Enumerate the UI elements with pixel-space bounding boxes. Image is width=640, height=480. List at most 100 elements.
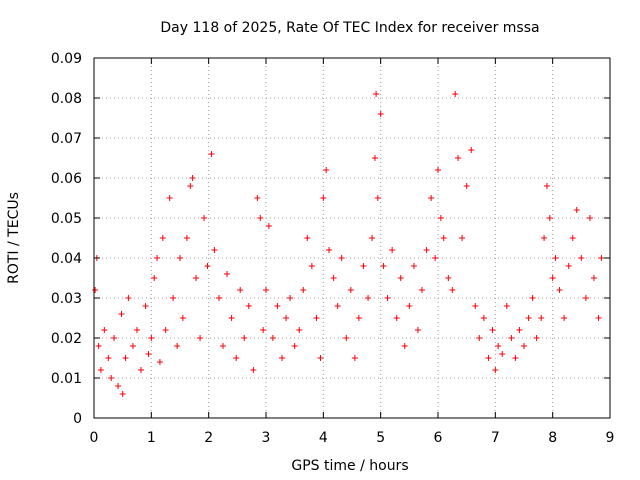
data-point: [569, 235, 576, 241]
data-point: [552, 255, 559, 261]
data-point: [134, 327, 140, 333]
data-point: [418, 287, 425, 293]
data-point: [241, 335, 248, 341]
y-tick-label: 0.02: [51, 331, 82, 347]
data-point: [561, 315, 568, 321]
data-point: [334, 303, 341, 309]
data-point: [476, 335, 483, 341]
data-point: [313, 315, 320, 321]
data-point: [384, 295, 391, 301]
data-point: [406, 303, 413, 309]
data-point: [459, 235, 466, 241]
data-point: [440, 235, 447, 241]
data-point: [283, 315, 290, 321]
data-point: [265, 223, 272, 229]
x-tick-label: 7: [491, 430, 500, 446]
data-point: [330, 275, 337, 281]
data-point: [586, 215, 593, 221]
data-point: [142, 303, 149, 309]
data-point: [432, 255, 439, 261]
y-tick-label: 0.03: [51, 291, 82, 307]
y-tick-label: 0.06: [51, 171, 82, 187]
data-point: [343, 335, 350, 341]
data-point: [489, 327, 496, 333]
data-point: [516, 327, 523, 333]
data-point: [108, 375, 115, 381]
data-point: [269, 335, 276, 341]
data-point: [598, 255, 605, 261]
data-point: [170, 295, 177, 301]
data-point: [397, 275, 404, 281]
data-point: [138, 367, 145, 373]
data-point: [590, 275, 597, 281]
data-point: [323, 167, 330, 173]
data-point: [525, 315, 532, 321]
data-point: [499, 351, 506, 357]
data-point: [118, 311, 125, 317]
x-tick-label: 9: [606, 430, 615, 446]
data-point: [355, 315, 362, 321]
data-point: [105, 355, 112, 361]
data-point: [245, 303, 252, 309]
data-point: [373, 91, 380, 97]
data-point: [296, 327, 303, 333]
data-point: [414, 327, 421, 333]
data-point: [308, 263, 315, 269]
data-point: [154, 255, 161, 261]
data-point: [183, 235, 190, 241]
data-point: [254, 195, 261, 201]
data-point: [521, 343, 527, 349]
data-point: [371, 155, 378, 161]
data-point: [556, 287, 563, 293]
data-point: [582, 295, 589, 301]
data-point: [304, 235, 311, 241]
data-point: [320, 195, 327, 201]
data-point: [445, 275, 452, 281]
data-point: [369, 235, 376, 241]
data-point: [224, 271, 231, 277]
y-tick-label: 0.08: [51, 91, 82, 107]
data-point: [228, 315, 235, 321]
data-point: [437, 215, 444, 221]
data-point: [162, 327, 169, 333]
data-point: [377, 111, 384, 117]
x-axis-ticks: 0 1 2 3 4 5 6 7 8 9: [90, 58, 615, 446]
data-point: [174, 343, 181, 349]
data-point: [360, 263, 367, 269]
data-point: [211, 247, 218, 253]
data-point: [485, 355, 492, 361]
data-point: [508, 335, 515, 341]
data-point: [546, 215, 553, 221]
data-point: [480, 315, 487, 321]
data-point: [274, 303, 281, 309]
chart-title: Day 118 of 2025, Rate Of TEC Index for r…: [160, 20, 539, 36]
data-point: [95, 343, 102, 349]
data-point: [148, 335, 155, 341]
data-points: [92, 91, 605, 397]
data-point: [495, 343, 502, 349]
data-point: [204, 263, 211, 269]
y-tick-label: 0.09: [51, 51, 82, 67]
x-tick-label: 5: [376, 430, 385, 446]
data-point: [428, 195, 435, 201]
data-point: [410, 263, 417, 269]
data-point: [201, 215, 208, 221]
data-point: [492, 367, 499, 373]
data-point: [215, 295, 222, 301]
data-point: [401, 343, 408, 349]
plot-frame: [93, 57, 611, 419]
data-point: [187, 183, 194, 189]
data-point: [145, 351, 152, 357]
data-point: [193, 275, 200, 281]
y-axis-label: ROTI / TECUs: [6, 192, 22, 284]
data-point: [220, 343, 226, 349]
x-tick-label: 6: [434, 430, 443, 446]
data-point: [189, 175, 196, 181]
data-point: [179, 315, 186, 321]
data-point: [291, 343, 298, 349]
data-point: [237, 287, 244, 293]
x-tick-label: 4: [319, 430, 328, 446]
data-point: [287, 295, 294, 301]
data-point: [503, 303, 510, 309]
data-point: [380, 263, 387, 269]
